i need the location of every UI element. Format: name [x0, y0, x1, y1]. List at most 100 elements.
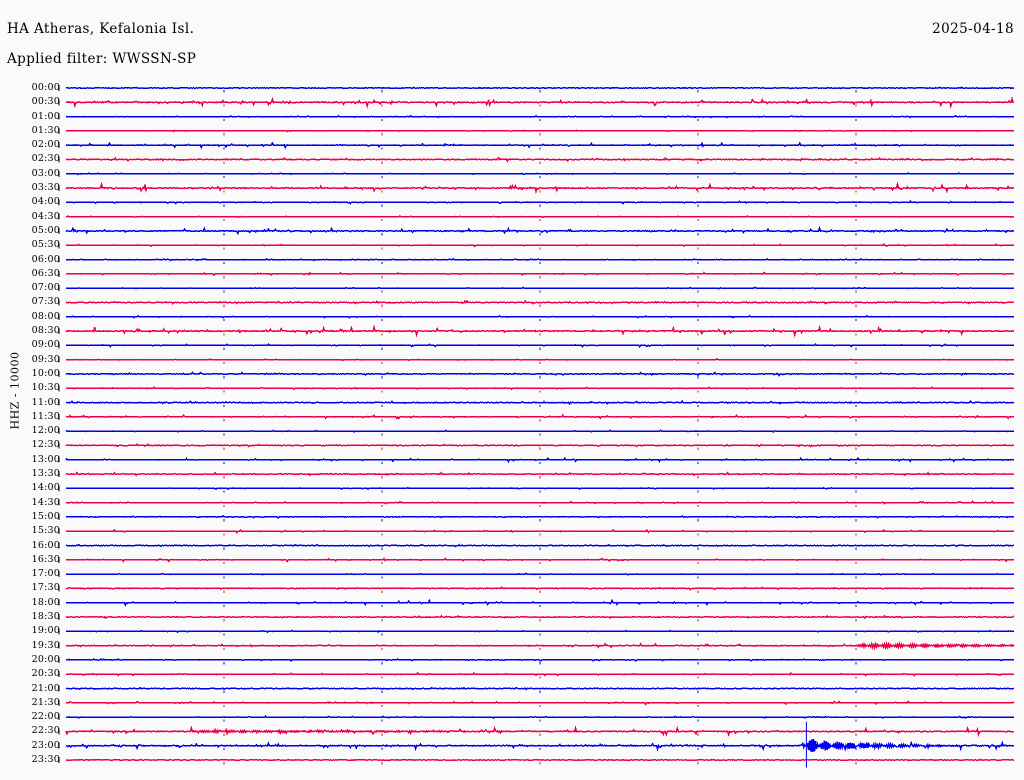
minute-tick-marks: [223, 233, 857, 236]
page-title: HA Atheras, Kefalonia Isl.: [7, 21, 195, 37]
trace-line: [65, 181, 1015, 195]
row-time-label: 00:30: [31, 96, 60, 108]
row-time-label: 18:30: [31, 611, 60, 623]
trace-line: [65, 614, 1015, 620]
row-time-label: 03:00: [31, 167, 60, 179]
row-time-label: 14:30: [31, 496, 60, 508]
trace-line: [65, 86, 1015, 90]
trace-line: [65, 357, 1015, 362]
minute-tick-marks: [223, 147, 857, 150]
row-time-label: 04:00: [31, 196, 60, 208]
trace-line: [65, 514, 1015, 519]
trace-line: [65, 399, 1015, 406]
row-time-label: 10:00: [31, 367, 60, 379]
row-time-label: 11:00: [31, 396, 60, 408]
applied-filter-label: Applied filter: WWSSN-SP: [7, 51, 197, 67]
minute-tick-marks: [223, 562, 857, 565]
trace-line: [65, 386, 1015, 391]
trace-line: [65, 286, 1015, 290]
trace-line: [65, 640, 1015, 651]
minute-tick-marks: [223, 705, 857, 708]
trace-line: [65, 129, 1015, 133]
trace-line: [65, 215, 1015, 219]
row-time-label: 18:00: [31, 596, 60, 608]
trace-line: [65, 700, 1015, 706]
row-time-label: 05:30: [31, 239, 60, 251]
minute-tick-marks: [223, 676, 857, 679]
row-time-label: 09:30: [31, 353, 60, 365]
row-time-label: 19:00: [31, 625, 60, 637]
row-time-label: 06:00: [31, 253, 60, 265]
minute-tick-marks: [223, 619, 857, 622]
trace-line: [66, 486, 1015, 491]
row-time-label: 02:00: [31, 139, 60, 151]
row-time-label: 02:30: [31, 153, 60, 165]
row-time-label: 11:30: [31, 410, 60, 422]
row-time-label: 13:00: [31, 453, 60, 465]
minute-tick-marks: [223, 304, 857, 307]
trace-line: [65, 225, 1015, 236]
row-time-label: 05:00: [31, 224, 60, 236]
minute-tick-marks: [223, 762, 857, 765]
minute-tick-marks: [223, 419, 857, 422]
row-time-label: 21:00: [31, 682, 60, 694]
row-time-label: 01:30: [31, 124, 60, 136]
trace-line: [65, 543, 1015, 548]
row-time-label: 19:30: [31, 639, 60, 651]
minute-tick-marks: [223, 218, 857, 222]
trace-line: [65, 500, 1015, 505]
trace-line: [65, 758, 1015, 762]
minute-tick-marks: [223, 733, 857, 736]
trace-line: [65, 243, 1014, 248]
row-time-label: 15:30: [31, 525, 60, 537]
row-time-label: 09:00: [31, 339, 60, 351]
row-time-label: 22:00: [31, 711, 60, 723]
row-time-label: 04:30: [31, 210, 60, 222]
minute-tick-marks: [223, 104, 857, 107]
minute-tick-marks: [223, 133, 857, 136]
trace-line: [65, 443, 1015, 448]
minute-tick-marks: [223, 261, 857, 264]
trace-line: [65, 739, 1015, 752]
trace-line: [65, 456, 1015, 464]
row-time-label: 14:00: [31, 482, 60, 494]
trace-line: [65, 714, 1015, 720]
trace-line: [65, 725, 1015, 738]
row-time-label: 10:30: [31, 382, 60, 394]
trace-line: [65, 172, 1015, 176]
row-time-label: 23:00: [31, 739, 60, 751]
row-time-label: 23:30: [31, 754, 60, 765]
minute-tick-marks: [223, 490, 857, 493]
trace-canvas: [0, 80, 1024, 770]
trace-line: [65, 324, 1015, 338]
trace-line: [65, 271, 1015, 277]
trace-line: [65, 586, 1015, 591]
trace-line: [65, 96, 1015, 109]
row-time-label: 17:00: [31, 568, 60, 580]
row-time-labels: 00:00 00:30 01:00 01:30 02:00 02:30 03:00 03:30…: [0, 80, 64, 770]
trace-line: [65, 686, 1015, 691]
minute-tick-marks: [223, 361, 857, 365]
trace-line: [65, 413, 1015, 420]
minute-tick-marks: [223, 719, 857, 722]
minute-tick-marks: [223, 347, 857, 350]
row-time-label: 12:30: [31, 439, 60, 451]
seismogram-traces: [58, 85, 1015, 768]
minute-tick-marks: [223, 204, 857, 207]
row-time-label: 01:00: [31, 110, 60, 122]
minute-tick-marks: [223, 118, 857, 121]
minute-tick-marks: [223, 647, 857, 650]
trace-line: [65, 314, 1015, 319]
trace-line: [65, 429, 1015, 433]
row-time-label: 16:30: [31, 553, 60, 565]
minute-tick-marks: [223, 247, 857, 250]
trace-line: [65, 342, 1015, 348]
minute-tick-marks: [223, 290, 857, 293]
row-time-label: 06:30: [31, 267, 60, 279]
row-time-label: 13:30: [31, 468, 60, 480]
trace-line: [65, 557, 1015, 563]
minute-tick-marks: [223, 590, 857, 593]
row-time-label: 07:30: [31, 296, 60, 308]
minute-tick-marks: [223, 276, 857, 279]
